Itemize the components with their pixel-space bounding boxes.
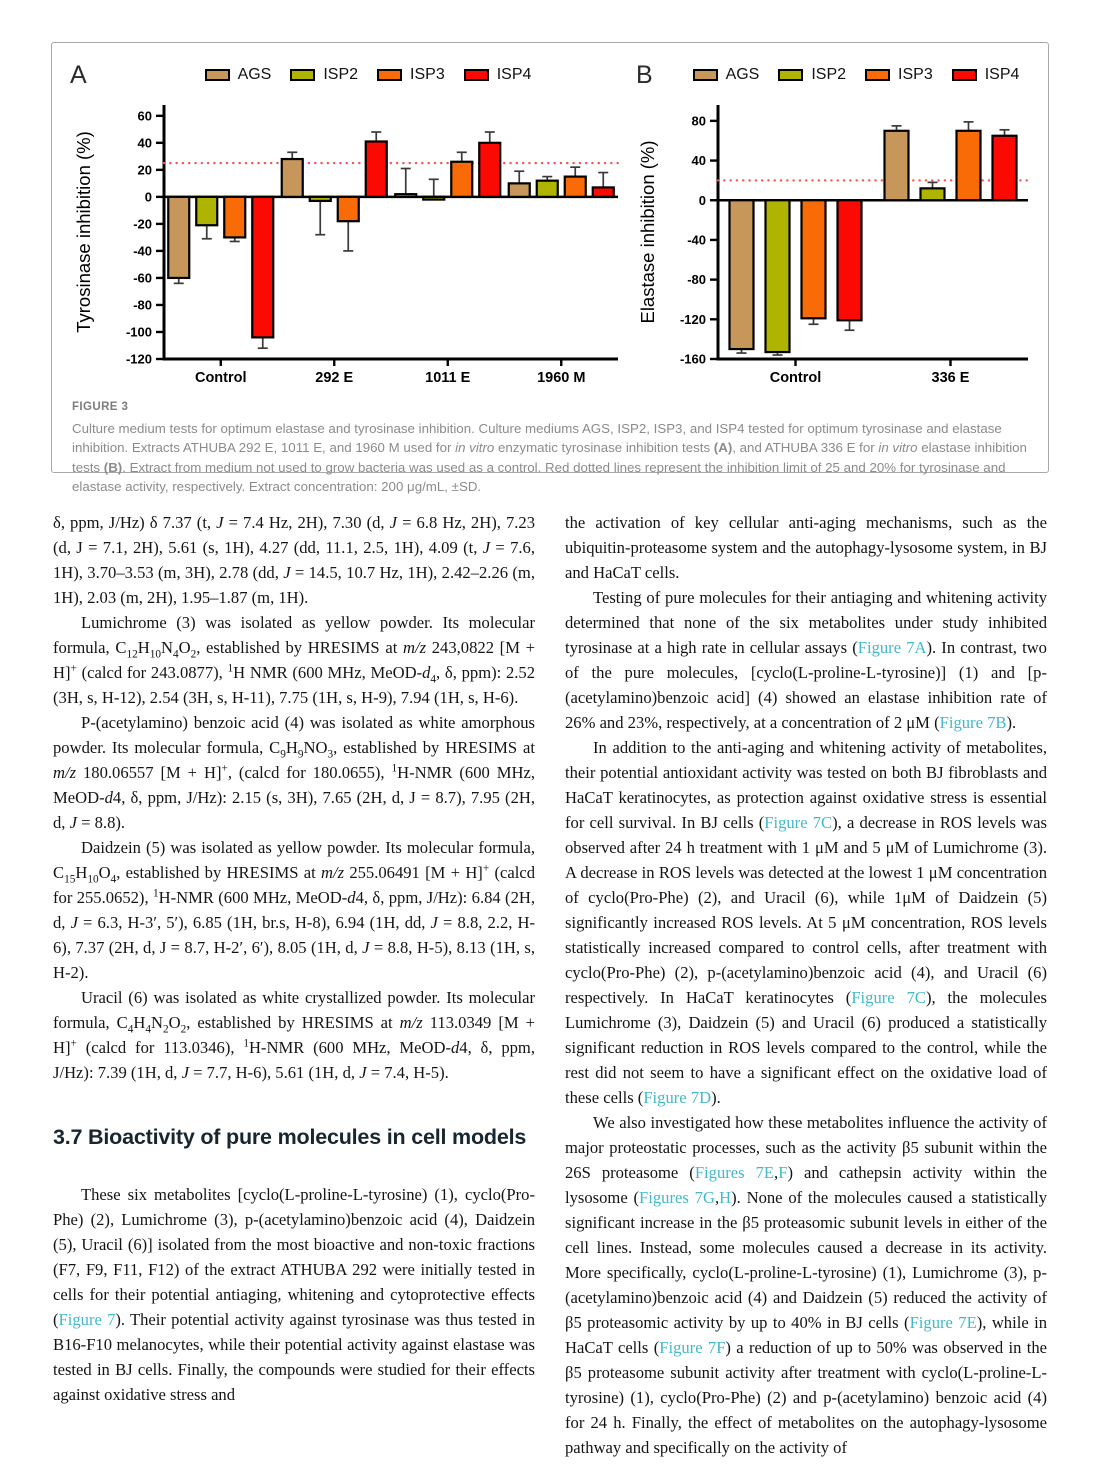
legend-label: ISP3 bbox=[410, 66, 445, 83]
svg-text:Tyrosinase inhibition (%): Tyrosinase inhibition (%) bbox=[73, 131, 94, 333]
body-paragraph: Lumichrome (3) was isolated as yellow po… bbox=[53, 613, 535, 707]
svg-text:-80: -80 bbox=[133, 298, 152, 313]
legend-item-isp3: ISP3 bbox=[865, 66, 933, 84]
svg-text:-60: -60 bbox=[133, 271, 152, 286]
legend-item-ags: AGS bbox=[204, 66, 272, 84]
figure-ref-link[interactable]: H bbox=[719, 1188, 732, 1207]
legend-swatch-ags bbox=[204, 69, 230, 81]
section-heading: 3.7 Bioactivity of pure molecules in cel… bbox=[53, 1125, 527, 1149]
svg-text:Control: Control bbox=[195, 370, 247, 386]
svg-text:80: 80 bbox=[692, 113, 706, 128]
panel-letter-a: A bbox=[70, 60, 87, 89]
legend-label: AGS bbox=[237, 66, 272, 83]
legend-swatch-ags bbox=[692, 69, 718, 81]
legend-label: AGS bbox=[725, 66, 760, 83]
left-column: δ, ppm, J/Hz) δ 7.37 (t, J = 7.4 Hz, 2H)… bbox=[53, 510, 535, 1460]
body-paragraph: We also investigated how these metabolit… bbox=[565, 1113, 1047, 1457]
legend-label: ISP3 bbox=[898, 66, 933, 83]
legend-b: AGS ISP2 ISP3 ISP4 bbox=[680, 66, 1032, 84]
svg-text:60: 60 bbox=[138, 108, 152, 123]
figure-ref-link[interactable]: Figure 7C bbox=[764, 813, 833, 832]
body-paragraph: In addition to the anti-aging and whiten… bbox=[565, 738, 1047, 1107]
legend-label: ISP2 bbox=[323, 66, 359, 83]
chart-panel-a: A AGS ISP2 ISP3 ISP4 60 40 20 0 -20 -40 -60 -80 -10… bbox=[70, 57, 622, 391]
svg-text:Control: Control bbox=[770, 370, 822, 386]
legend-item-isp4: ISP4 bbox=[463, 66, 532, 84]
svg-text:40: 40 bbox=[692, 153, 706, 168]
legend-swatch-isp4 bbox=[463, 69, 489, 81]
legend-item-isp4: ISP4 bbox=[951, 66, 1020, 84]
legend-item-isp2: ISP2 bbox=[778, 66, 846, 84]
legend-item-isp2: ISP2 bbox=[290, 66, 358, 84]
body-paragraph: the activation of key cellular anti-agin… bbox=[565, 513, 1047, 582]
svg-text:1960 M: 1960 M bbox=[537, 370, 585, 386]
svg-text:20: 20 bbox=[138, 162, 152, 177]
legend-swatch-isp3 bbox=[865, 69, 891, 81]
legend-swatch-isp3 bbox=[377, 69, 403, 81]
figure-caption-label: FIGURE 3 bbox=[72, 401, 129, 413]
right-column: the activation of key cellular anti-agin… bbox=[565, 510, 1047, 1460]
figure-ref-link[interactable]: Figure 7 bbox=[58, 1310, 116, 1330]
body-paragraph: P-(acetylamino) benzoic acid (4) was iso… bbox=[53, 713, 536, 832]
svg-text:336 E: 336 E bbox=[932, 370, 970, 386]
legend-a: AGS ISP2 ISP3 ISP4 bbox=[114, 66, 622, 84]
legend-swatch-isp4 bbox=[951, 69, 977, 81]
body-paragraph: δ, ppm, J/Hz) δ 7.37 (t, J = 7.4 Hz, 2H)… bbox=[53, 513, 536, 607]
body-paragraph: These six metabolites [cyclo(L-proline-L… bbox=[53, 1185, 535, 1405]
panel-letter-b: B bbox=[636, 60, 653, 89]
figure-caption: FIGURE 3 Culture medium tests for optimu… bbox=[70, 401, 1030, 497]
figure-caption-text: Culture medium tests for optimum elastas… bbox=[72, 421, 1027, 495]
body-paragraph: Daidzein (5) was isolated as yellow powd… bbox=[53, 838, 536, 982]
figure-ref-link[interactable]: F bbox=[778, 1163, 788, 1182]
figure-3-box: A AGS ISP2 ISP3 ISP4 60 40 20 0 -20 -40 -60 -80 -10… bbox=[51, 42, 1049, 494]
svg-text:-120: -120 bbox=[680, 312, 706, 327]
svg-text:-40: -40 bbox=[687, 233, 706, 248]
figure-ref-link[interactable]: Figure 7F bbox=[659, 1338, 726, 1357]
svg-text:1011 E: 1011 E bbox=[425, 370, 470, 386]
figure-ref-link[interactable]: Figures 7G bbox=[639, 1188, 715, 1207]
figure-ref-link[interactable]: Figure 7E bbox=[909, 1313, 977, 1332]
panel-a-header: A AGS ISP2 ISP3 ISP4 bbox=[70, 57, 622, 93]
legend-item-ags: AGS bbox=[692, 66, 760, 84]
svg-text:0: 0 bbox=[699, 193, 706, 208]
svg-text:-120: -120 bbox=[126, 352, 152, 367]
svg-text:-40: -40 bbox=[133, 244, 152, 259]
legend-swatch-isp2 bbox=[290, 69, 316, 81]
legend-item-isp3: ISP3 bbox=[377, 66, 445, 84]
svg-text:Elastase inhibition (%): Elastase inhibition (%) bbox=[637, 140, 658, 323]
svg-text:0: 0 bbox=[145, 189, 152, 204]
svg-text:-160: -160 bbox=[680, 352, 706, 367]
svg-text:40: 40 bbox=[138, 135, 152, 150]
tyrosinase-inhibition-chart: 60 40 20 0 -20 -40 -60 -80 -100 -120 Tyrosinase in… bbox=[73, 105, 620, 386]
svg-text:-80: -80 bbox=[687, 272, 706, 287]
svg-text:-20: -20 bbox=[133, 216, 152, 231]
body-columns: δ, ppm, J/Hz) δ 7.37 (t, J = 7.4 Hz, 2H)… bbox=[0, 510, 1100, 1460]
chart-panel-b: B AGS ISP2 ISP3 ISP4 80 40 0 -40 -80 -120 -160 Ela… bbox=[636, 57, 1032, 391]
svg-text:-100: -100 bbox=[126, 325, 152, 340]
panel-b-header: B AGS ISP2 ISP3 ISP4 bbox=[636, 57, 1032, 93]
body-paragraph: Testing of pure molecules for their anti… bbox=[565, 588, 1047, 732]
legend-label: ISP4 bbox=[496, 66, 532, 83]
body-paragraph: Uracil (6) was isolated as white crystal… bbox=[53, 988, 535, 1082]
svg-text:292 E: 292 E bbox=[315, 370, 353, 386]
elastase-inhibition-chart: 80 40 0 -40 -80 -120 -160 Elastase inhibition (… bbox=[637, 105, 1030, 386]
figure-ref-link[interactable]: Figure 7C bbox=[851, 988, 926, 1007]
charts-row: A AGS ISP2 ISP3 ISP4 60 40 20 0 -20 -40 -60 -80 -10… bbox=[70, 57, 1030, 391]
legend-label: ISP2 bbox=[811, 66, 847, 83]
legend-swatch-isp2 bbox=[778, 69, 804, 81]
legend-label: ISP4 bbox=[984, 66, 1020, 83]
figure-ref-link[interactable]: Figure 7D bbox=[643, 1088, 712, 1107]
figure-ref-link[interactable]: Figures 7E bbox=[694, 1163, 775, 1182]
figure-ref-link[interactable]: Figure 7B bbox=[939, 713, 1007, 732]
figure-ref-link[interactable]: Figure 7A bbox=[857, 638, 927, 657]
